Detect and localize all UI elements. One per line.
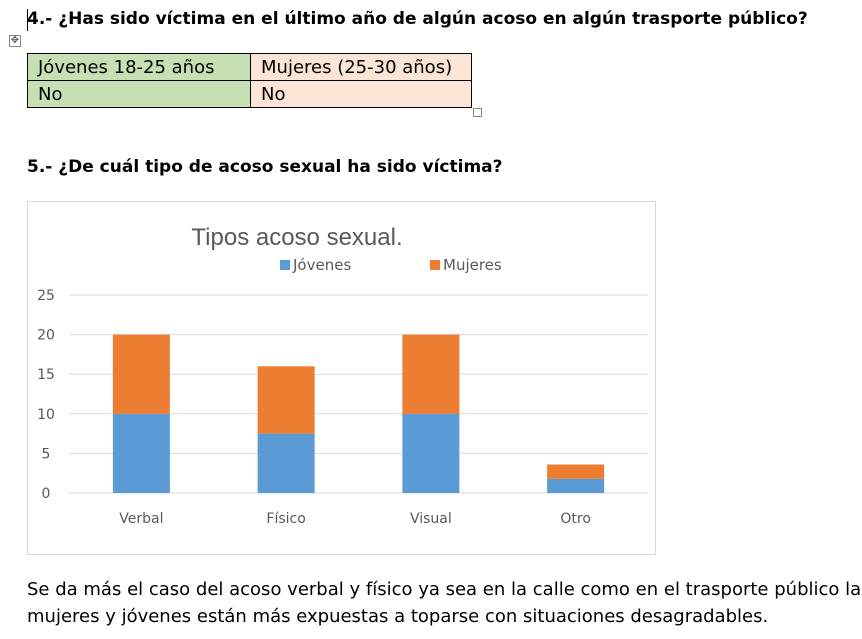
- response-table: Jóvenes 18-25 años Mujeres (25-30 años) …: [27, 53, 472, 108]
- bar-jóvenes-físico[interactable]: [257, 433, 315, 493]
- bar-jóvenes-visual[interactable]: [402, 413, 460, 493]
- y-tick-label: 0: [42, 486, 51, 502]
- chart-bars: [112, 334, 605, 493]
- question-4-heading: 4.- ¿Has sido víctima en el último año d…: [27, 9, 808, 29]
- chart-legend: Jóvenes Mujeres: [280, 256, 502, 274]
- paragraph-line-2: mujeres y jóvenes están más expuestas a …: [27, 606, 769, 627]
- paragraph-line-1: Se da más el caso del acoso verbal y fís…: [27, 579, 862, 600]
- y-tick-label: 10: [37, 407, 55, 423]
- bar-jóvenes-verbal[interactable]: [112, 413, 170, 493]
- header-mujeres[interactable]: Mujeres (25-30 años): [250, 53, 472, 81]
- chart-title: Tipos acoso sexual.: [191, 224, 402, 251]
- conclusion-paragraph: Se da más el caso del acoso verbal y fís…: [27, 576, 862, 630]
- legend-label-jóvenes: Jóvenes: [292, 256, 351, 274]
- chart-frame[interactable]: Tipos acoso sexual. Jóvenes Mujeres 0 5 10 1…: [27, 201, 656, 555]
- legend-swatch-jóvenes: [280, 260, 290, 270]
- bar-mujeres-verbal[interactable]: [112, 334, 170, 414]
- legend-label-mujeres: Mujeres: [443, 256, 502, 274]
- x-tick-label: Visual: [410, 511, 452, 527]
- y-tick-label: 20: [37, 328, 55, 344]
- table-row: No No: [27, 80, 472, 108]
- bar-mujeres-físico[interactable]: [257, 366, 315, 434]
- bar-mujeres-otro[interactable]: [547, 464, 605, 479]
- y-axis-ticks: 0 5 10 15 20 25: [37, 288, 55, 502]
- stacked-bar-chart: Tipos acoso sexual. Jóvenes Mujeres 0 5 10 1…: [37, 224, 648, 527]
- bar-mujeres-visual[interactable]: [402, 334, 460, 414]
- y-tick-label: 25: [37, 288, 55, 304]
- text-cursor: [27, 9, 28, 31]
- x-tick-label: Otro: [560, 511, 591, 527]
- legend-swatch-mujeres: [430, 260, 440, 270]
- x-tick-label: Físico: [266, 511, 305, 527]
- cell-jovenes-answer[interactable]: No: [27, 80, 251, 108]
- table-resize-handle[interactable]: [473, 108, 482, 117]
- table-move-handle-icon[interactable]: ✥: [9, 35, 21, 47]
- x-tick-label: Verbal: [119, 511, 163, 527]
- cell-mujeres-answer[interactable]: No: [250, 80, 472, 108]
- header-jovenes[interactable]: Jóvenes 18-25 años: [27, 53, 251, 81]
- table-header-row: Jóvenes 18-25 años Mujeres (25-30 años): [27, 53, 472, 81]
- x-axis-ticks: Verbal Físico Visual Otro: [119, 511, 591, 527]
- question-5-heading: 5.- ¿De cuál tipo de acoso sexual ha sid…: [27, 157, 503, 177]
- bar-jóvenes-otro[interactable]: [547, 478, 605, 493]
- y-tick-label: 15: [37, 367, 55, 383]
- y-tick-label: 5: [42, 446, 51, 462]
